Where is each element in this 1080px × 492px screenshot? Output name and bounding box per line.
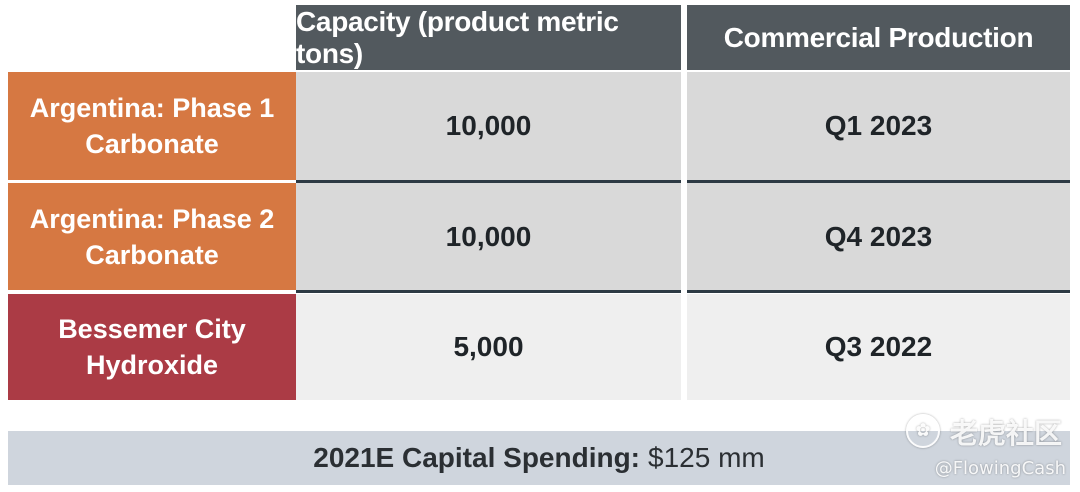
cell-commercial-production: Q1 2023 [687, 72, 1070, 180]
row-label-line2: Carbonate [85, 239, 219, 270]
header-commercial-production: Commercial Production [687, 5, 1070, 70]
row-label-line2: Carbonate [85, 129, 219, 159]
capital-spending-label: 2021E Capital Spending: [313, 442, 641, 473]
row-label-argentina-phase-1: Argentina: Phase 1 Carbonate [8, 72, 296, 180]
capital-spending-banner: 2021E Capital Spending: $125 mm [8, 431, 1070, 485]
watermark-brand: 老虎社区 [949, 417, 1062, 450]
header-capacity: Capacity (product metric tons) [296, 5, 681, 70]
watermark-handle: @FlowingCash [934, 458, 1066, 479]
capital-spending-value: $125 mm [648, 442, 765, 473]
tiger-logo-icon: ✿ [906, 414, 940, 448]
row-label-line2: Hydroxide [85, 350, 219, 380]
row-label-argentina-phase-2: Argentina: Phase 2 Carbonate [8, 183, 296, 290]
cell-commercial-production: Q3 2022 [687, 294, 1070, 400]
cell-capacity: 5,000 [296, 294, 681, 400]
column-divider [681, 72, 687, 400]
row-label-line1: Argentina: Phase 2 [29, 203, 275, 234]
cell-commercial-production: Q4 2023 [687, 183, 1070, 290]
row-label-line1: Bessemer City [58, 314, 246, 344]
row-label-line1: Argentina: Phase 1 [29, 93, 275, 123]
cell-capacity: 10,000 [296, 183, 681, 290]
row-label-bessemer-city: Bessemer City Hydroxide [8, 294, 296, 400]
cell-capacity: 10,000 [296, 72, 681, 180]
